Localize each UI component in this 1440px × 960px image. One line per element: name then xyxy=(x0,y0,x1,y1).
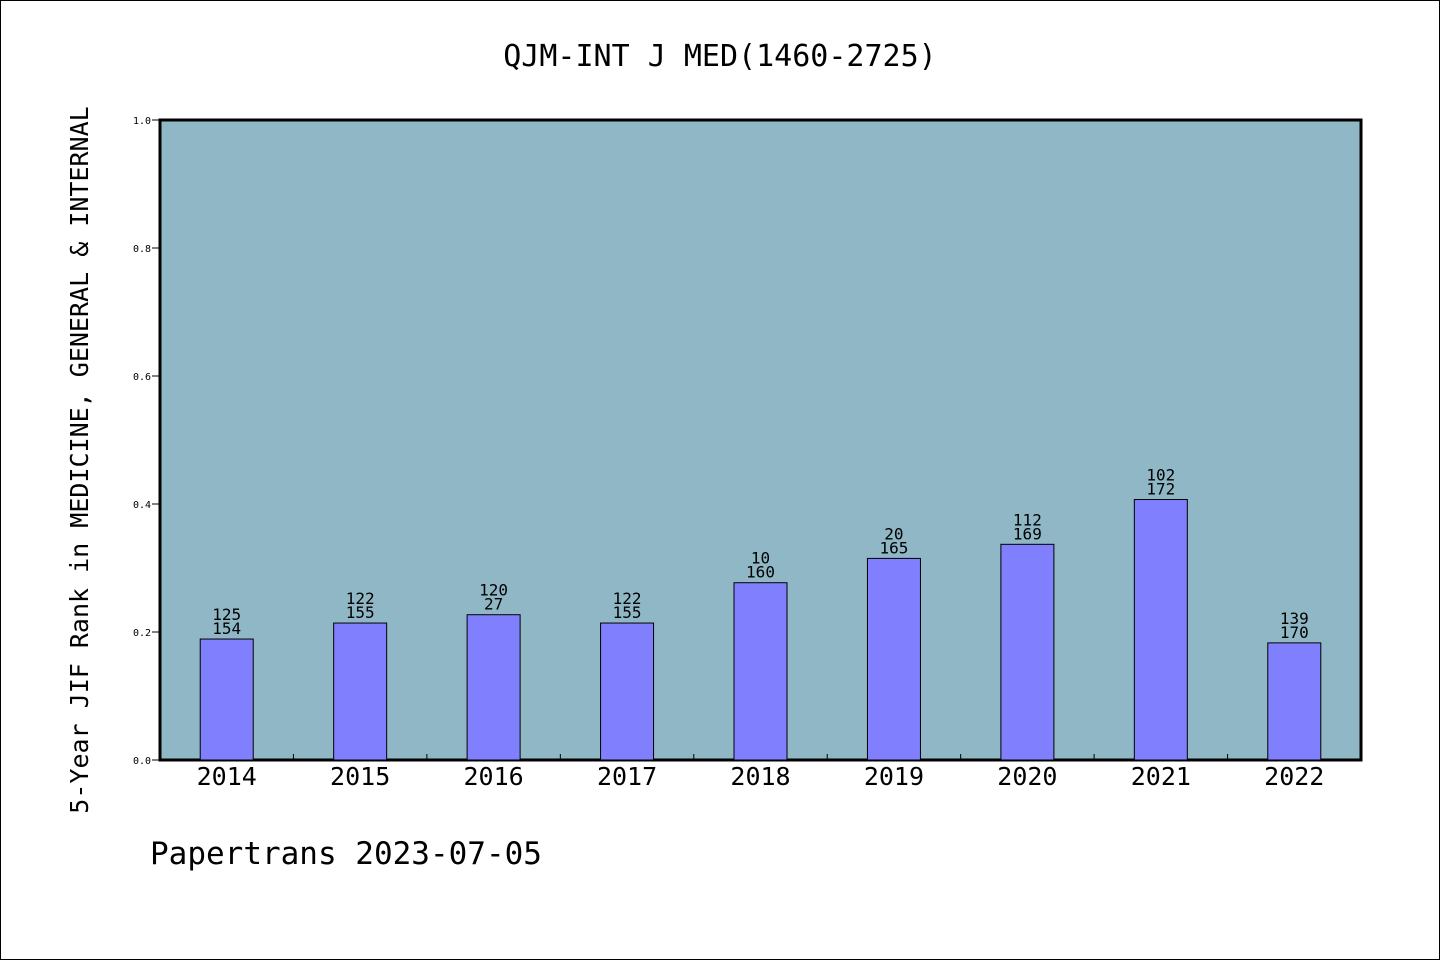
bar-label-bottom: 169 xyxy=(1013,524,1042,543)
bar-2021 xyxy=(1133,499,1188,761)
bar-label-top: 125 xyxy=(212,605,241,624)
footer-text: Papertrans 2023-07-05 xyxy=(150,836,542,872)
bar-label-top: 20 xyxy=(884,524,903,543)
bar-2019 xyxy=(866,557,921,761)
x-tick-label: 2019 xyxy=(864,762,924,791)
y-tick-label: 1.0 xyxy=(133,116,151,127)
bar-label-top: 122 xyxy=(613,589,642,608)
bar-label-bottom: 170 xyxy=(1280,623,1309,642)
bar-label-top: 120 xyxy=(479,581,508,600)
x-tick-label: 2017 xyxy=(597,762,657,791)
x-axis: 2014 2015 2016 2017 2018 2019 2020 2021 2022 xyxy=(197,754,1324,791)
y-tick-label: 0.6 xyxy=(133,372,151,383)
bar-2022 xyxy=(1267,642,1322,761)
x-tick-label: 2021 xyxy=(1131,762,1191,791)
x-tick-label: 2022 xyxy=(1264,762,1324,791)
bar-label-bottom: 160 xyxy=(746,563,775,582)
bar-label-bottom: 172 xyxy=(1146,480,1175,499)
y-tick-label: 0.4 xyxy=(133,500,151,511)
bar-label-bottom: 155 xyxy=(613,603,642,622)
bar-label-bottom: 165 xyxy=(879,538,908,557)
x-tick-label: 2018 xyxy=(730,762,790,791)
y-axis: 0.0 0.2 0.4 0.6 0.8 1.0 xyxy=(133,116,160,767)
bar-2014 xyxy=(199,638,254,761)
x-tick-label: 2015 xyxy=(330,762,390,791)
bar-2018 xyxy=(733,582,788,761)
chart-title: QJM-INT J MED(1460-2725) xyxy=(503,39,936,74)
y-tick-label: 0.8 xyxy=(133,244,151,255)
y-axis-label: 5-Year JIF Rank in MEDICINE, GENERAL & I… xyxy=(65,106,94,813)
bar-label-top: 122 xyxy=(346,589,375,608)
bar-label-bottom: 27 xyxy=(484,595,503,614)
bar-label-bottom: 154 xyxy=(212,619,241,638)
y-tick-label: 0.0 xyxy=(133,756,151,767)
x-tick-label: 2014 xyxy=(197,762,257,791)
bar-2015 xyxy=(333,622,388,761)
bar-2020 xyxy=(1000,543,1055,761)
x-tick-label: 2016 xyxy=(464,762,524,791)
bar-label-top: 112 xyxy=(1013,510,1042,529)
y-tick-label: 0.2 xyxy=(133,628,151,639)
bar-2017 xyxy=(600,622,655,761)
x-tick-label: 2020 xyxy=(997,762,1057,791)
bar-2016 xyxy=(466,614,521,761)
bar-label-top: 10 xyxy=(751,549,770,568)
bar-label-top: 139 xyxy=(1280,609,1309,628)
bar-label-top: 102 xyxy=(1146,466,1175,485)
bar-label-bottom: 155 xyxy=(346,603,375,622)
